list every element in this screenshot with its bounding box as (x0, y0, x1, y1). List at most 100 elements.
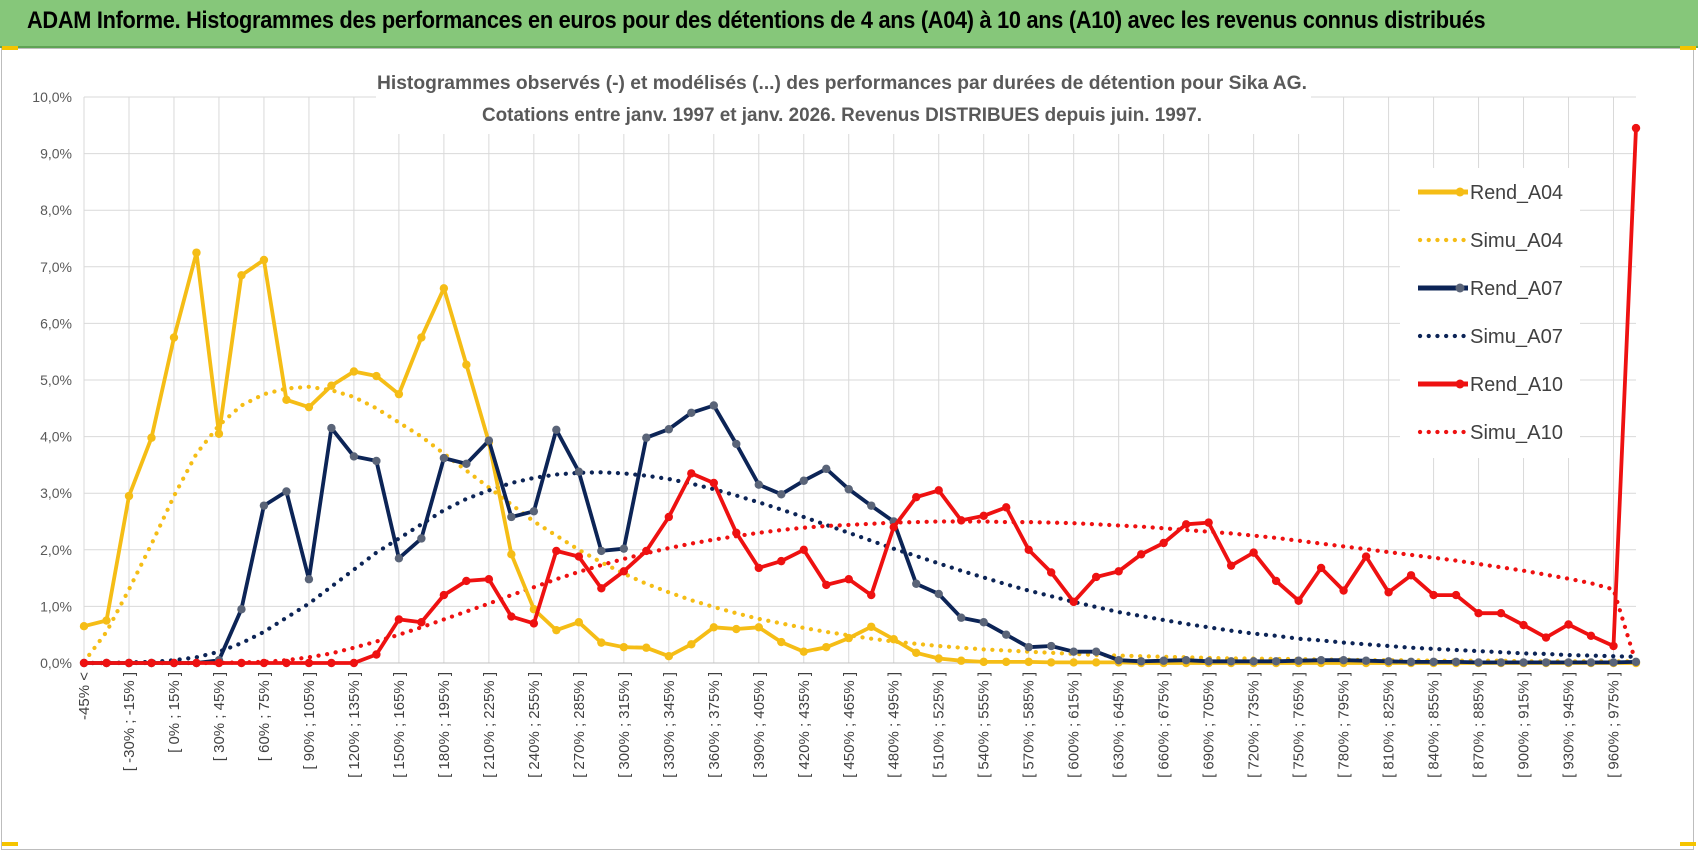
series-rend-a04-point (912, 648, 921, 658)
x-tick-label: [ 240% ; 255% ] (526, 672, 543, 778)
series-rend-a07-point (1091, 647, 1101, 656)
series-rend-a07-point (777, 490, 786, 499)
series-rend-a10-point (259, 658, 269, 668)
series-rend-a10-point (574, 552, 584, 561)
chart-title: Histogrammes observés (-) et modélisés (… (376, 64, 1311, 134)
legend-rend-a04-label: Rend_A04 (1470, 182, 1563, 204)
x-tick-label: [ 510% ; 525% ] (931, 672, 948, 778)
x-tick-label: [ 660% ; 675% ] (1156, 672, 1173, 778)
series-rend-a07-point (507, 512, 516, 522)
series-rend-a07-point (349, 452, 359, 461)
legend-simu-a07-label: Simu_A07 (1470, 326, 1563, 348)
series-rend-a04-point (507, 550, 516, 559)
series-rend-a10-point (1451, 590, 1461, 600)
series-rend-a07-point (1406, 657, 1416, 667)
series-rend-a07-point (1361, 656, 1371, 665)
series-rend-a10-point (1339, 586, 1348, 595)
series-rend-a04-line (83, 250, 1636, 665)
series-rend-a07-point (664, 425, 674, 434)
x-tick-label: [ 810% ; 825% ] (1381, 672, 1398, 778)
series-rend-a10-point (394, 615, 404, 624)
series-rend-a04-point (124, 491, 134, 501)
series-rend-a07-point (327, 423, 336, 433)
series-rend-a10-line (84, 128, 1638, 665)
series-rend-a04-point (1002, 657, 1011, 667)
series-rend-a07-line (84, 403, 1637, 665)
x-tick-label: [ 930% ; 945% ] (1561, 672, 1578, 778)
series-rend-a04-point (597, 638, 606, 647)
y-tick-label: 8,0% (40, 202, 72, 218)
series-rend-a10-point (1406, 571, 1416, 580)
series-rend-a10-point (1631, 123, 1641, 133)
series-rend-a04-point (1046, 658, 1056, 667)
chart-frame (1, 48, 1694, 850)
series-rend-a04-point (957, 656, 966, 665)
series-rend-a04-point (192, 248, 201, 257)
series-rend-a07-point (394, 554, 404, 563)
y-tick-label: 5,0% (40, 372, 72, 388)
series-rend-a04-point (79, 622, 89, 631)
x-tick-label: [ 570% ; 585% ] (1021, 672, 1038, 778)
series-rend-a07-point (282, 487, 291, 496)
series-rend-a10-point (1496, 608, 1506, 618)
header-banner: ADAM Informe. Histogrammes des performan… (0, 0, 1698, 48)
series-rend-a10-point (664, 512, 674, 522)
series-rend-a07-point (867, 501, 876, 510)
series-rend-a04-point (889, 635, 898, 644)
series-rend-a10-point (102, 658, 111, 668)
legend-rend-a04-marker (1455, 187, 1465, 197)
x-tick-label: [ 270% ; 285% ] (571, 672, 588, 778)
series-rend-a07-point (1586, 658, 1596, 667)
series-rend-a10-point (777, 556, 786, 566)
series-rend-a07-point (1181, 655, 1191, 665)
series-rend-a07-point (822, 464, 831, 474)
series-rend-a04-point (462, 360, 471, 369)
series-rend-a10-point (237, 658, 246, 668)
x-tick-label: [ 90% ; 105% ] (301, 672, 318, 770)
series-rend-a10-point (282, 658, 291, 668)
x-tick-label: [ 180% ; 195% ] (436, 672, 453, 778)
series-rend-a04-point (619, 642, 629, 652)
series-rend-a10-point (687, 469, 696, 478)
series-rend-a04-point (417, 333, 426, 342)
series-rend-a10-point (372, 650, 381, 659)
corner-accent (2, 46, 18, 50)
series-rend-a04-point (102, 616, 111, 625)
series-rend-a07-point (304, 575, 314, 584)
series-simu-a04-line (81, 384, 1639, 665)
series-rend-a10-point (754, 563, 763, 573)
y-tick-label: 6,0% (40, 315, 72, 331)
series-rend-a07-point (957, 613, 966, 622)
series-rend-a10-point (484, 575, 494, 584)
series-rend-a04-point (372, 371, 381, 381)
legend-rend-a07-marker (1455, 283, 1465, 293)
series-rend-a07-point (1294, 656, 1303, 665)
series-rend-a07-point (687, 408, 696, 418)
x-tick-label: [ 630% ; 645% ] (1111, 672, 1128, 778)
series-rend-a10-point (799, 545, 808, 554)
x-tick-label: [ 0% ; 15% ] (166, 672, 183, 753)
series-rend-a04-point (394, 389, 404, 399)
series-rend-a07-point (1024, 642, 1033, 652)
x-tick-label: [ 60% ; 75% ] (256, 672, 273, 761)
legend-simu-a04-label: Simu_A04 (1470, 230, 1563, 252)
series-rend-a07-point (754, 480, 763, 489)
series-rend-a07-point (462, 459, 471, 468)
y-tick-label: 7,0% (40, 259, 72, 275)
chart-axes: 0,0% 1,0% 2,0% 3,0% 4,0% 5,0% 6,0% 7,0% 8,0% 9,0%… (32, 89, 1636, 778)
y-tick-label: 3,0% (40, 485, 72, 501)
chart-series (79, 123, 1641, 668)
x-tick-label: [ 360% ; 375% ] (706, 672, 723, 778)
series-rend-a07-point (552, 425, 561, 435)
series-rend-a04-point (147, 433, 156, 442)
series-rend-a04-point (327, 381, 336, 390)
series-rend-a10-point (619, 567, 629, 576)
page-title: ADAM Informe. Histogrammes des performan… (27, 7, 1486, 34)
series-rend-a10-point (552, 546, 561, 556)
series-rend-a10-point (1069, 597, 1078, 607)
series-rend-a04-point (799, 647, 808, 656)
series-rend-a04-point (867, 622, 876, 631)
series-rend-a10-point (304, 658, 314, 668)
x-tick-label: [ 480% ; 495% ] (886, 672, 903, 778)
x-tick-label: [ 840% ; 855% ] (1426, 672, 1443, 778)
